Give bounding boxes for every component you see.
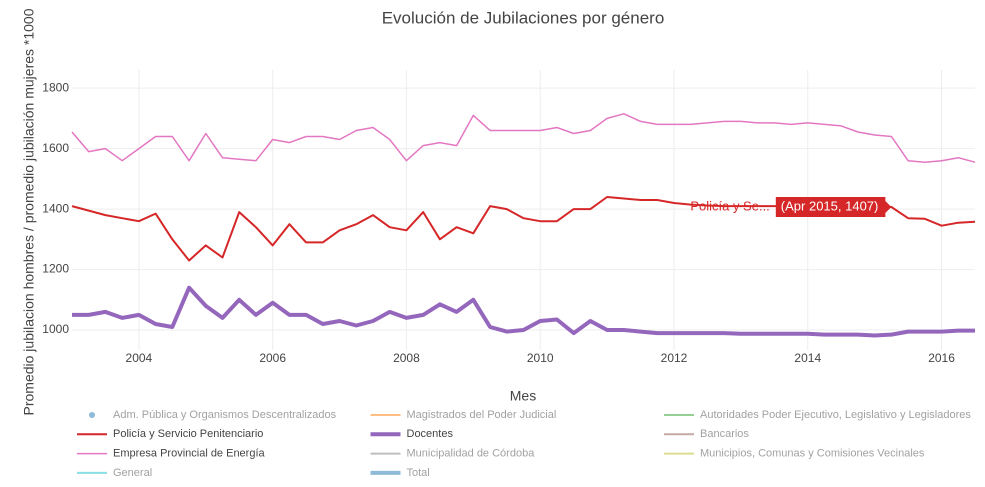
series-line: [72, 285, 975, 338]
legend-text: Municipalidad de Córdoba: [407, 448, 536, 460]
x-tick-label: 2008: [393, 351, 420, 365]
legend-text: Adm. Pública y Organismos Descentralizad…: [113, 409, 337, 421]
legend-text: General: [113, 467, 152, 479]
legend-text: Docentes: [407, 428, 454, 440]
x-tick-label: 2004: [126, 351, 153, 365]
hover-name: Policía y Se...: [690, 198, 769, 213]
y-tick-label: 1400: [42, 201, 69, 215]
legend-item[interactable]: Policía y Servicio Penitenciario: [77, 428, 263, 440]
x-tick-label: 2014: [794, 351, 821, 365]
legend-item[interactable]: Magistrados del Poder Judicial: [370, 409, 557, 421]
x-tick-label: 2010: [527, 351, 554, 365]
y-tick-label: 1800: [42, 80, 69, 94]
legend-item[interactable]: Total: [370, 467, 430, 479]
legend-item[interactable]: Municipalidad de Córdoba: [370, 448, 536, 460]
y-axis-label: Promedio jubilacion hombres / promedio j…: [21, 8, 37, 415]
legend-marker: [89, 412, 95, 418]
hover-box: [775, 196, 892, 217]
y-tick-label: 1000: [42, 322, 69, 336]
series-line: [71, 113, 976, 163]
legend-text: Magistrados del Poder Judicial: [407, 409, 557, 421]
legend-item[interactable]: General: [77, 467, 152, 479]
legend-item[interactable]: Adm. Pública y Organismos Descentralizad…: [89, 409, 337, 421]
legend-item[interactable]: Bancarios: [664, 428, 749, 440]
legend-text: Total: [407, 467, 430, 479]
legend-item[interactable]: Empresa Provincial de Energía: [77, 448, 266, 460]
x-tick-label: 2006: [259, 351, 286, 365]
legend-item[interactable]: Autoridades Poder Ejecutivo, Legislativo…: [664, 409, 971, 421]
legend-item[interactable]: Municipios, Comunas y Comisiones Vecinal…: [664, 448, 925, 460]
hover-label: (Apr 2015, 1407) Policía y Se...: [690, 196, 892, 217]
x-axis-label: Mes: [510, 388, 536, 404]
x-tick-label: 2012: [661, 351, 688, 365]
legend-text: Empresa Provincial de Energía: [113, 448, 266, 460]
legend-text: Municipios, Comunas y Comisiones Vecinal…: [700, 448, 925, 460]
y-tick-label: 1600: [42, 141, 69, 155]
legend-text: Policía y Servicio Penitenciario: [113, 428, 263, 440]
x-tick-label: 2016: [928, 351, 955, 365]
legend-text: Bancarios: [700, 428, 749, 440]
chart-title: Evolución de Jubilaciones por género: [382, 8, 665, 27]
y-tick-label: 1200: [42, 262, 69, 276]
legend-text: Autoridades Poder Ejecutivo, Legislativo…: [700, 409, 971, 421]
hover-text: (Apr 2015, 1407): [781, 198, 879, 213]
legend-item[interactable]: Docentes: [370, 428, 454, 440]
